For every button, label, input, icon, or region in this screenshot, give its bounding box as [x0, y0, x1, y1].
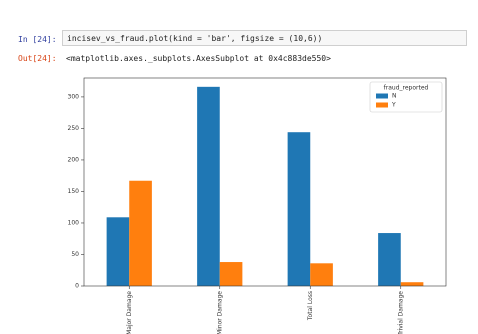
- y-tick-label: 100: [68, 219, 80, 226]
- y-tick-label: 150: [68, 188, 80, 195]
- bar: [197, 86, 220, 286]
- y-tick-label: 300: [68, 93, 80, 100]
- legend-title: fraud_reported: [384, 85, 429, 92]
- bar: [310, 263, 333, 286]
- legend-label: N: [392, 93, 397, 100]
- y-tick-label: 200: [68, 156, 80, 163]
- legend-label: Y: [391, 102, 396, 109]
- x-tick-label: Minor Damage: [216, 291, 223, 334]
- bar: [378, 233, 401, 286]
- bar: [106, 217, 130, 286]
- x-tick-label: Trivial Damage: [397, 291, 404, 334]
- output-prompt: Out[24]:: [18, 54, 57, 63]
- bar: [400, 282, 424, 286]
- output-text: <matplotlib.axes._subplots.AxesSubplot a…: [66, 54, 331, 63]
- input-prompt: In [24]:: [18, 35, 57, 44]
- x-tick-label: Total Loss: [307, 291, 314, 321]
- bar: [219, 262, 243, 286]
- y-tick-label: 50: [71, 251, 79, 258]
- code-cell[interactable]: incisev_vs_fraud.plot(kind = 'bar', figs…: [62, 30, 467, 46]
- bar: [287, 132, 311, 286]
- bar: [129, 180, 152, 286]
- legend-swatch: [376, 102, 388, 108]
- y-tick-label: 0: [75, 283, 79, 290]
- x-tick-label: Major Damage: [126, 291, 133, 334]
- y-tick-label: 250: [68, 125, 80, 132]
- legend-swatch: [376, 93, 388, 99]
- axes-frame: [83, 77, 447, 287]
